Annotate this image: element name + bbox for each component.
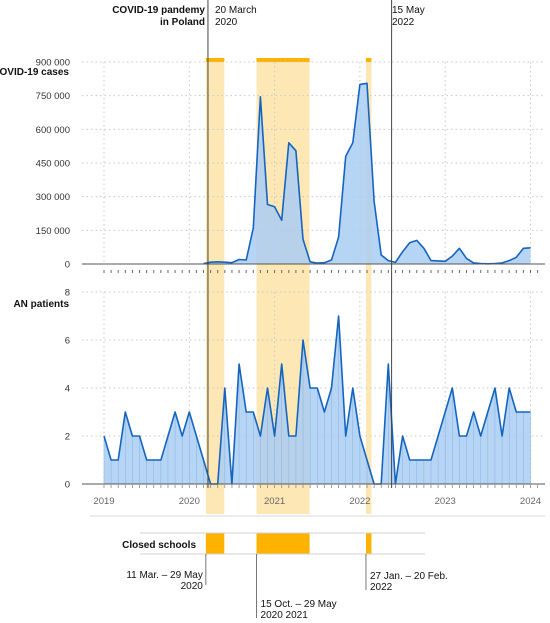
closure-top-bar-1 bbox=[256, 58, 310, 62]
ytick-label-0-0: 0 bbox=[65, 260, 70, 271]
xtick-label-0: 2019 bbox=[93, 496, 114, 507]
closure-band-0 bbox=[205, 58, 225, 514]
ytick-label-0-5: 750 000 bbox=[36, 91, 70, 102]
end-date-line2: 2022 bbox=[392, 17, 415, 28]
pandemic-label-line1: COVID-19 pandemy bbox=[112, 5, 205, 16]
closure-top-bar-2 bbox=[365, 58, 372, 62]
closure-date-1-line1: 15 Oct. – 29 May bbox=[261, 599, 337, 610]
closure-date-2-line1: 27 Jan. – 20 Feb. bbox=[370, 571, 448, 582]
ytick-label-0-3: 450 000 bbox=[36, 159, 70, 170]
closure-top-bar-0 bbox=[205, 58, 225, 62]
closure-bar-0 bbox=[205, 533, 225, 554]
ytick-label-1-3: 6 bbox=[65, 336, 70, 347]
series-area-0 bbox=[203, 83, 531, 264]
ytick-label-1-1: 2 bbox=[65, 432, 70, 443]
closure-bar-2 bbox=[365, 533, 372, 554]
start-date-line1: 20 March bbox=[215, 5, 257, 16]
ytick-label-1-2: 4 bbox=[65, 384, 70, 395]
ytick-label-0-4: 600 000 bbox=[36, 125, 70, 136]
xtick-label-1: 2020 bbox=[179, 496, 200, 507]
ytick-label-0-2: 300 000 bbox=[36, 192, 70, 203]
closure-date-0-line1: 11 Mar. – 29 May bbox=[126, 570, 203, 581]
xtick-label-4: 2023 bbox=[435, 496, 456, 507]
ytick-label-0-1: 150 000 bbox=[36, 226, 70, 237]
end-date-line1: 15 May bbox=[392, 5, 425, 16]
series-line-0 bbox=[203, 82, 531, 265]
ytick-label-0-6: 900 000 bbox=[36, 58, 70, 69]
covid-ylabel: COVID-19 cases bbox=[0, 67, 69, 78]
an-ylabel: AN patients bbox=[13, 299, 69, 310]
closed-schools-label: Closed schools bbox=[122, 540, 196, 551]
axes-layer: 0 150 000 300 000 450 000 600 000 750 000 900 … bbox=[36, 58, 545, 517]
series-layer bbox=[103, 82, 531, 485]
series-line-1 bbox=[103, 315, 531, 485]
ytick-label-1-0: 0 bbox=[65, 480, 70, 491]
closure-date-1-line2: 2020 2021 bbox=[261, 610, 309, 621]
grid-lines bbox=[82, 61, 545, 484]
pandemic-label-line2: in Poland bbox=[160, 17, 205, 28]
xtick-label-2: 2021 bbox=[264, 496, 285, 507]
closure-date-2-line2: 2022 bbox=[370, 582, 393, 593]
closure-bar-1 bbox=[256, 533, 310, 554]
start-date-line2: 2020 bbox=[215, 17, 238, 28]
xtick-label-3: 2022 bbox=[349, 496, 370, 507]
closure-band-2 bbox=[365, 58, 372, 514]
xtick-label-5: 2024 bbox=[520, 496, 541, 507]
closure-date-0-line2: 2020 bbox=[181, 581, 204, 592]
ytick-label-1-4: 8 bbox=[65, 288, 70, 299]
